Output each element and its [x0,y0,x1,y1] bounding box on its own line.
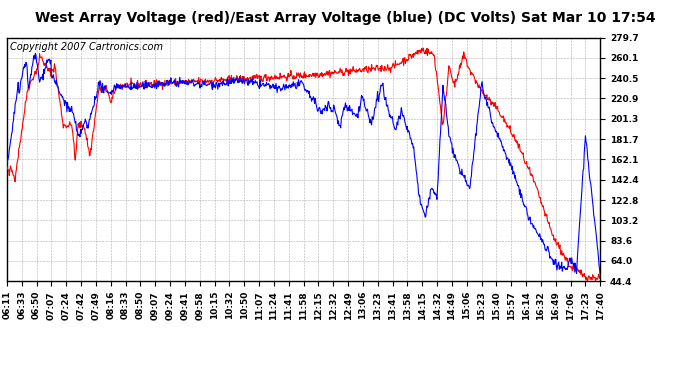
Text: West Array Voltage (red)/East Array Voltage (blue) (DC Volts) Sat Mar 10 17:54: West Array Voltage (red)/East Array Volt… [34,11,655,25]
Text: Copyright 2007 Cartronics.com: Copyright 2007 Cartronics.com [10,42,163,52]
